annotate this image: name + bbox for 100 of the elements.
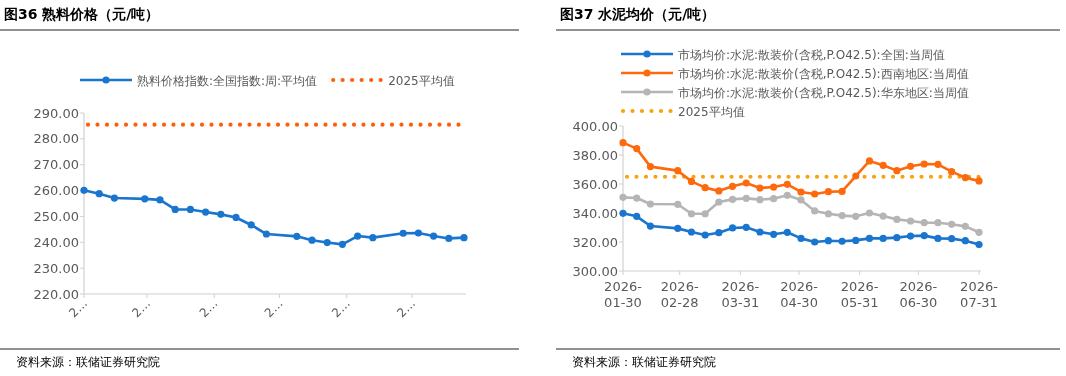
point: [156, 196, 164, 204]
point: [948, 235, 956, 243]
point: [879, 212, 887, 220]
point: [961, 237, 969, 245]
x-tick-label: 2…: [394, 296, 419, 321]
point: [217, 210, 225, 218]
legend-label: 熟料价格指数:全国指数:周:平均值: [137, 73, 318, 88]
point: [906, 162, 915, 170]
point: [824, 237, 832, 245]
point: [824, 210, 832, 218]
point: [141, 195, 149, 203]
point: [633, 194, 641, 202]
point: [783, 180, 791, 188]
point: [934, 234, 942, 242]
point: [701, 210, 709, 218]
point: [701, 231, 709, 239]
point: [323, 238, 331, 247]
point: [865, 157, 874, 165]
point: [687, 177, 696, 185]
point: [934, 219, 942, 227]
point: [186, 205, 194, 214]
point: [838, 212, 846, 220]
point: [811, 190, 819, 198]
point: [852, 236, 860, 245]
point: [701, 184, 709, 192]
point: [715, 187, 723, 195]
point: [262, 230, 270, 238]
legend-label: 2025平均值: [678, 104, 745, 119]
point: [811, 207, 819, 215]
point: [369, 234, 377, 242]
point: [460, 234, 468, 242]
point: [961, 222, 969, 230]
point: [619, 139, 627, 147]
point: [770, 183, 778, 191]
point: [797, 196, 805, 204]
point: [110, 194, 118, 202]
point: [824, 188, 832, 196]
y-tick-label: 240.00: [33, 234, 79, 250]
point: [948, 220, 956, 228]
y-tick-label: 250.00: [33, 208, 79, 224]
point: [838, 237, 846, 245]
point: [80, 186, 88, 194]
point: [756, 184, 764, 192]
x-tick-label: 2…: [196, 296, 221, 321]
y-tick-label: 320.00: [572, 234, 618, 250]
y-tick-label: 280.00: [33, 131, 79, 147]
point: [893, 215, 901, 223]
point: [783, 228, 791, 236]
point: [920, 232, 928, 240]
x-tick-label: 2…: [129, 296, 154, 321]
point: [838, 187, 846, 195]
x-tick-label: 2026- 07-31: [960, 279, 999, 310]
y-tick-label: 360.00: [572, 176, 618, 192]
point: [879, 234, 887, 242]
point: [674, 224, 682, 232]
x-tick-label: 2026- 06-30: [899, 279, 938, 310]
point: [728, 182, 737, 190]
point: [756, 196, 764, 204]
point: [742, 179, 750, 187]
point: [865, 234, 874, 242]
point: [633, 212, 641, 220]
point: [687, 210, 696, 218]
y-tick-label: 260.00: [33, 183, 79, 199]
point: [354, 232, 362, 240]
point: [95, 190, 103, 198]
y-tick-label: 220.00: [33, 286, 79, 302]
point: [756, 228, 764, 236]
point: [948, 168, 956, 176]
point: [770, 195, 778, 203]
x-tick-label: 2…: [261, 296, 286, 321]
chart-title: 图37 水泥均价（元/吨）: [560, 6, 716, 22]
point: [975, 177, 983, 185]
x-tick-label: 2026- 03-31: [721, 279, 760, 310]
point: [742, 223, 750, 231]
point: [414, 229, 422, 237]
point: [728, 195, 737, 203]
point: [202, 208, 210, 216]
point: [430, 232, 438, 240]
point: [674, 167, 682, 175]
x-tick-label: 2026- 01-30: [604, 279, 643, 310]
point: [975, 228, 983, 236]
y-tick-label: 290.00: [33, 105, 79, 121]
point: [715, 229, 723, 237]
text: 资料来源：联储证券研究院: [572, 355, 716, 369]
point: [445, 234, 453, 243]
point: [797, 188, 805, 196]
point: [975, 241, 983, 249]
point: [865, 209, 874, 217]
point: [619, 193, 627, 201]
y-tick-label: 340.00: [572, 205, 618, 221]
y-tick-label: 230.00: [33, 260, 79, 276]
point: [674, 200, 682, 208]
point: [893, 234, 901, 242]
point: [811, 238, 819, 246]
legend-label: 市场均价:水泥:散装价(含税,P.O42.5):华东地区:当周值: [678, 85, 969, 100]
point: [728, 224, 737, 232]
point: [906, 232, 915, 240]
point: [715, 198, 723, 206]
point: [742, 194, 750, 202]
point: [247, 221, 255, 229]
